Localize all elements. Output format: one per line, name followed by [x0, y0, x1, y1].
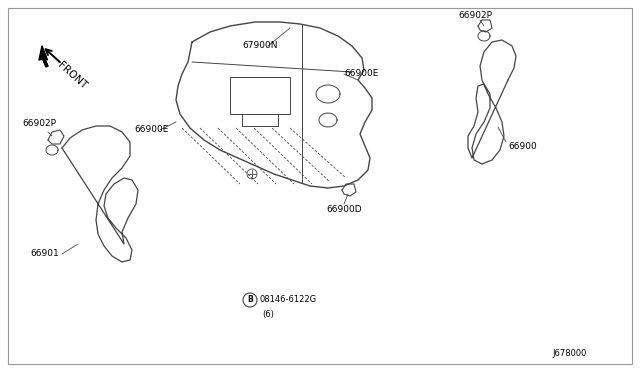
Text: FRONT: FRONT	[56, 61, 89, 92]
Polygon shape	[39, 46, 48, 67]
Text: 66900E: 66900E	[134, 125, 168, 135]
Text: 66900D: 66900D	[326, 205, 362, 215]
Text: 67900N: 67900N	[242, 42, 278, 51]
Text: 66902P: 66902P	[22, 119, 56, 128]
Text: B: B	[247, 295, 253, 305]
Text: 66900E: 66900E	[344, 70, 378, 78]
Text: 66901: 66901	[30, 250, 59, 259]
Text: J678000: J678000	[552, 350, 586, 359]
Text: 66902P: 66902P	[458, 12, 492, 20]
Text: 08146-6122G: 08146-6122G	[260, 295, 317, 305]
Text: 66900: 66900	[508, 141, 537, 151]
Text: (6): (6)	[262, 310, 274, 318]
